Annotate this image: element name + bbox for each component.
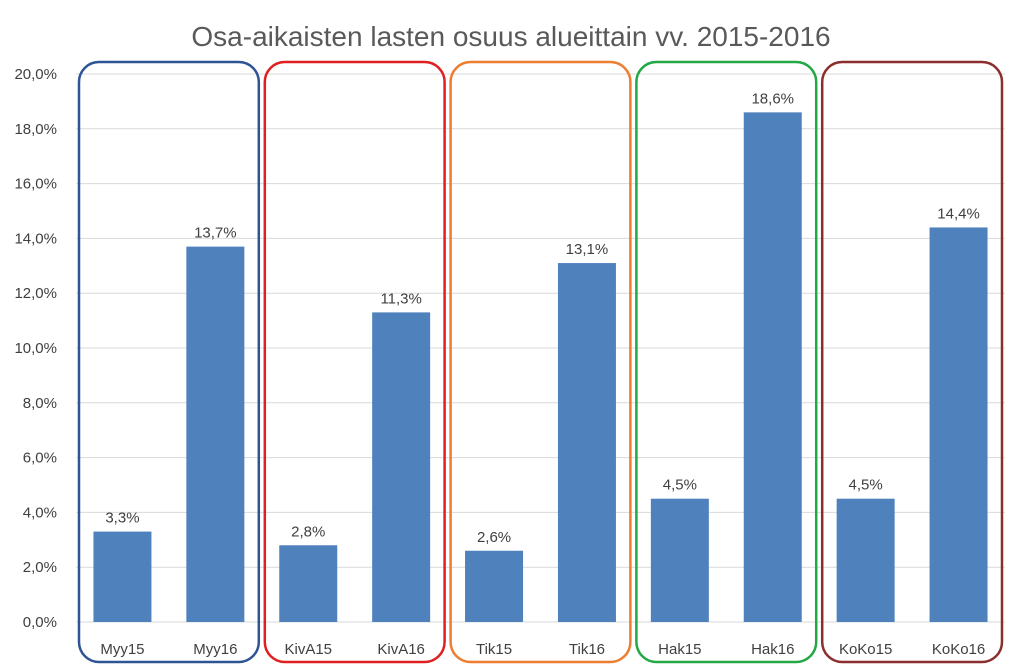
category-label: KoKo15: [839, 641, 892, 658]
data-label: 4,5%: [663, 477, 697, 494]
bar: [372, 312, 431, 622]
data-label: 3,3%: [105, 510, 139, 527]
data-label: 13,7%: [194, 225, 237, 242]
group-box: [449, 60, 632, 664]
data-label: 18,6%: [751, 90, 794, 107]
y-tick-label: 18,0%: [14, 121, 57, 138]
x-axis-category-labels: Myy15 Myy16 KivA15 KivA16 Tik15 Tik16 Hak15 Hak…: [100, 641, 985, 658]
category-label: Hak16: [751, 641, 794, 658]
category-label: Myy16: [193, 641, 237, 658]
y-tick-label: 10,0%: [14, 340, 57, 357]
group-boxes: [77, 60, 1004, 664]
bars: [93, 112, 988, 623]
data-label: 2,8%: [291, 523, 325, 540]
y-tick-label: 4,0%: [23, 504, 57, 521]
group-box: [77, 60, 261, 664]
data-label: 4,5%: [849, 477, 883, 494]
bar: [279, 545, 338, 622]
category-label: KivA15: [284, 641, 332, 658]
bar: [929, 227, 988, 622]
group-box: [635, 60, 818, 664]
y-axis-tick-labels: 0,0% 2,0% 4,0% 6,0% 8,0% 10,0% 12,0% 14,0% 16,0%…: [14, 66, 57, 631]
bar: [557, 263, 616, 622]
y-tick-label: 20,0%: [14, 66, 57, 83]
data-label: 11,3%: [380, 290, 421, 307]
group-box: [820, 60, 1004, 664]
category-label: Tik16: [569, 641, 605, 658]
y-tick-label: 8,0%: [23, 395, 57, 412]
data-label: 2,6%: [477, 529, 511, 546]
y-tick-label: 0,0%: [23, 614, 57, 631]
data-label: 13,1%: [566, 241, 609, 258]
bar: [465, 550, 524, 622]
y-tick-label: 14,0%: [14, 230, 57, 247]
data-labels: 3,3% 13,7% 2,8% 11,3% 2,6% 13,1% 4,5% 18,6% 4,5%…: [105, 90, 979, 545]
category-label: KivA16: [377, 641, 425, 658]
bar: [650, 498, 709, 622]
bar: [836, 498, 895, 622]
data-label: 14,4%: [937, 205, 980, 222]
category-label: Myy15: [100, 641, 144, 658]
y-tick-label: 2,0%: [23, 559, 57, 576]
bar: [93, 531, 152, 622]
category-label: Tik15: [476, 641, 512, 658]
y-tick-label: 16,0%: [14, 176, 57, 193]
y-tick-label: 6,0%: [23, 450, 57, 467]
bar: [186, 246, 245, 622]
category-label: Hak15: [658, 641, 701, 658]
category-label: KoKo16: [932, 641, 985, 658]
y-tick-label: 12,0%: [14, 285, 57, 302]
chart-title: Osa-aikaisten lasten osuus alueittain vv…: [191, 21, 830, 52]
bar: [743, 112, 802, 623]
group-box: [263, 60, 446, 664]
